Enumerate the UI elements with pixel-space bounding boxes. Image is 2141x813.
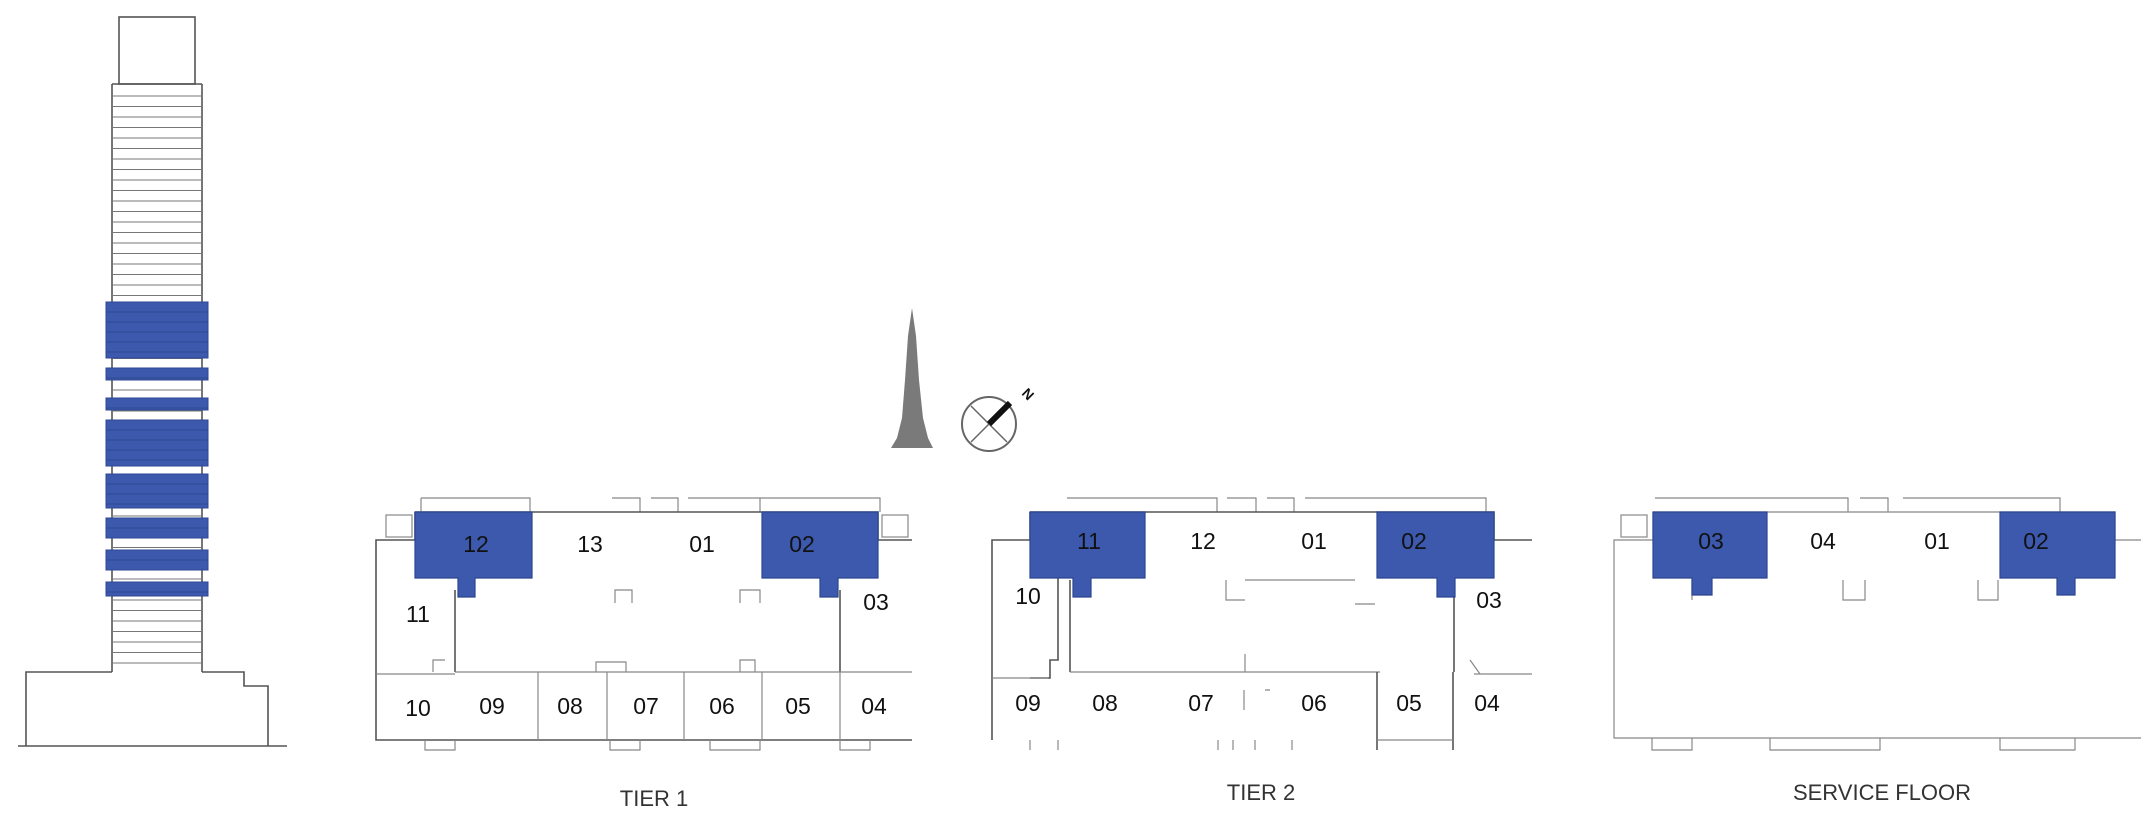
unit-label: 04 (1474, 690, 1500, 716)
unit-label: 06 (1301, 690, 1327, 716)
unit-label: 05 (1396, 690, 1422, 716)
tower-highlighted-floor-band (105, 301, 209, 359)
unit-label: 10 (405, 695, 431, 721)
unit-label: 02 (789, 531, 815, 557)
compass-north-label: N (1019, 385, 1037, 403)
tower-highlighted-floor-band (105, 367, 209, 381)
unit-label: 04 (1810, 528, 1836, 554)
unit-label: 10 (1015, 583, 1041, 609)
unit-label: 12 (1190, 528, 1216, 554)
unit-label: 11 (1077, 528, 1101, 554)
north-compass-icon: N (961, 385, 1037, 452)
tower-highlighted-floor-band (105, 397, 209, 411)
plan-tier-2: 11 12 01 02 10 03 09 08 07 06 05 04 TIER 2 (991, 497, 1532, 805)
tower-highlighted-floor-band (105, 473, 209, 509)
unit-label: 11 (406, 601, 430, 627)
unit-label: 07 (1188, 690, 1214, 716)
highlighted-unit-shape (1029, 511, 1146, 598)
highlighted-unit-shape (1999, 511, 2116, 596)
tower-elevation (18, 16, 287, 747)
unit-label: 03 (1476, 587, 1502, 613)
unit-label: 08 (1092, 690, 1118, 716)
unit-label: 01 (1301, 528, 1327, 554)
highlighted-unit-shape (1652, 511, 1768, 596)
unit-label: 07 (633, 693, 659, 719)
tower-highlighted-floor-band (105, 581, 209, 597)
highlighted-unit-shape (414, 511, 533, 598)
unit-label: 09 (479, 693, 505, 719)
unit-label: 05 (785, 693, 811, 719)
unit-label: 02 (2023, 528, 2049, 554)
tower-highlighted-floors (105, 301, 209, 597)
unit-label: 03 (863, 589, 889, 615)
burj-khalifa-icon (891, 308, 933, 448)
highlighted-unit-shape (761, 511, 879, 598)
unit-label: 12 (463, 531, 489, 557)
unit-label: 02 (1401, 528, 1427, 554)
unit-label: 08 (557, 693, 583, 719)
unit-label: 01 (689, 531, 715, 557)
highlighted-unit-shape (1376, 511, 1495, 598)
plan-caption-service-floor: SERVICE FLOOR (1793, 780, 1971, 805)
unit-label: 09 (1015, 690, 1041, 716)
unit-label: 06 (709, 693, 735, 719)
plan-service-floor: 03 04 01 02 SERVICE FLOOR (1613, 497, 2141, 805)
plan-tier-1: 12 13 01 02 11 03 10 09 08 07 06 05 04 TIER 1 (375, 497, 912, 811)
unit-label: 01 (1924, 528, 1950, 554)
unit-label: 04 (861, 693, 887, 719)
unit-label: 03 (1698, 528, 1724, 554)
plan-caption-tier-2: TIER 2 (1227, 780, 1295, 805)
unit-label: 13 (577, 531, 603, 557)
plan-caption-tier-1: TIER 1 (620, 786, 688, 811)
tower-highlighted-floor-band (105, 419, 209, 467)
